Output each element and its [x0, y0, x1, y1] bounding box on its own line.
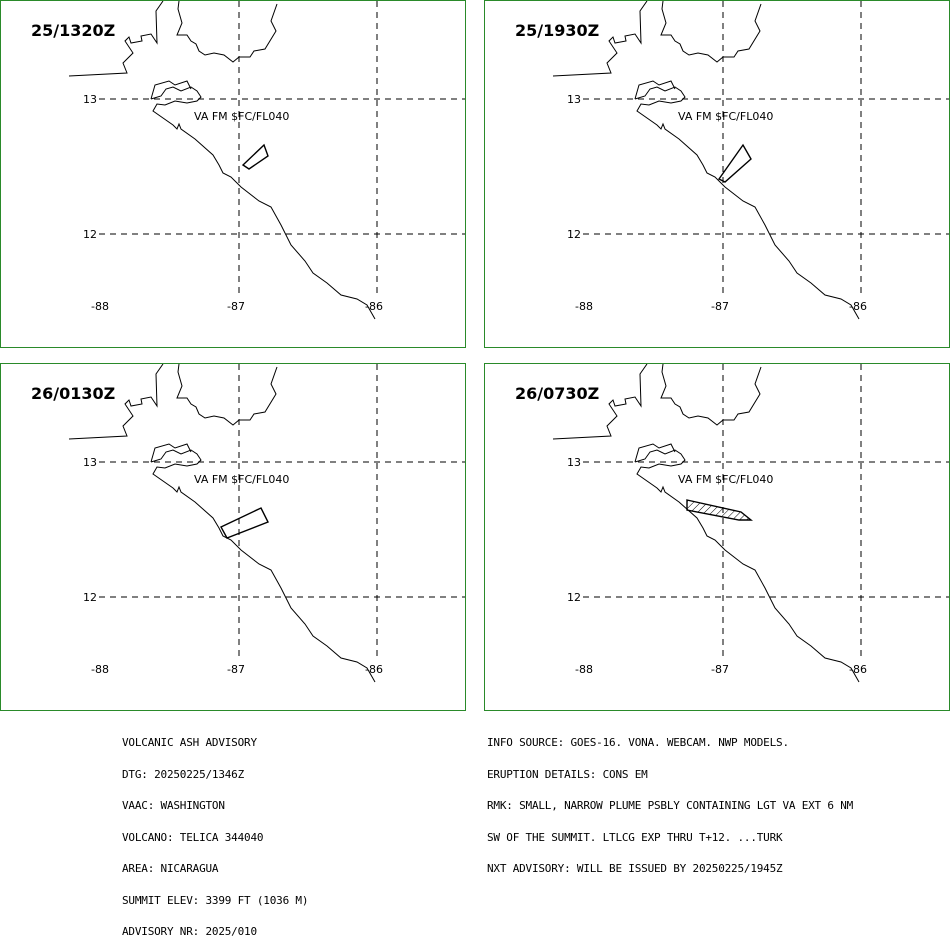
lon-label: -87	[711, 300, 729, 313]
advisory-line: ADVISORY NR: 2025/010	[122, 925, 257, 938]
map-base: 13 12 -88 -87 -86	[552, 364, 949, 683]
lon-label: -88	[575, 663, 593, 676]
lon-label: -87	[227, 300, 245, 313]
lat-label: 12	[567, 591, 581, 604]
advisory-line: ERUPTION DETAILS: CONS EM	[487, 767, 648, 781]
lon-label: -87	[227, 663, 245, 676]
advisory-right: INFO SOURCE: GOES-16. VONA. WEBCAM. NWP …	[487, 717, 853, 885]
coastline	[176, 1, 278, 63]
lat-label: 13	[567, 93, 581, 106]
coastline	[634, 443, 676, 463]
coastline	[150, 86, 376, 320]
coastline	[68, 364, 164, 440]
coastline	[176, 364, 278, 426]
advisory-line: VOLCANO: TELICA 344040	[122, 830, 264, 844]
advisory-line: VOLCANIC ASH ADVISORY	[122, 736, 257, 749]
advisory-line: INFO SOURCE: GOES-16. VONA. WEBCAM. NWP …	[487, 736, 789, 749]
coastline	[552, 364, 648, 440]
lon-label: -88	[575, 300, 593, 313]
map-svg: 26/0730Z 13 12 -88 -87 -86 VA FM $FC/FL040	[515, 364, 949, 683]
map-base: 13 12 -88 -87 -86	[552, 1, 949, 320]
lon-label: -86	[849, 663, 867, 676]
map-base: 13 12 -88 -87 -86	[68, 1, 465, 320]
map-svg: 25/1930Z 13 12 -88 -87 -86 VA FM $FC/FL040	[515, 1, 949, 320]
map-svg: 25/1320Z 13 12 -88 -87 -86 VA FM $FC/FL040	[31, 1, 465, 320]
map-panel-4: 26/0730Z 13 12 -88 -87 -86 VA FM $FC/FL040	[484, 363, 950, 711]
ash-plume	[717, 143, 752, 183]
coastline	[552, 1, 648, 77]
plume-annotation: VA FM $FC/FL040	[194, 473, 289, 486]
advisory-line: NXT ADVISORY: WILL BE ISSUED BY 20250225…	[487, 862, 783, 875]
plume-annotation: VA FM $FC/FL040	[194, 110, 289, 123]
lat-label: 12	[83, 591, 97, 604]
coastline	[634, 80, 676, 100]
coastline	[150, 449, 376, 683]
plume-annotation: VA FM $FC/FL040	[678, 473, 773, 486]
coastline	[660, 1, 762, 63]
advisory-line: DTG: 20250225/1346Z	[122, 767, 245, 781]
lon-label: -88	[91, 663, 109, 676]
map-svg: 26/0130Z 13 12 -88 -87 -86 VA FM $FC/FL040	[31, 364, 465, 683]
coastline	[150, 443, 192, 463]
panel-time: 25/1930Z	[515, 21, 599, 40]
ash-plume	[241, 143, 269, 170]
lat-label: 12	[567, 228, 581, 241]
lat-label: 12	[83, 228, 97, 241]
plume-annotation: VA FM $FC/FL040	[678, 110, 773, 123]
coastline	[68, 1, 164, 77]
coastline	[634, 449, 860, 683]
lat-label: 13	[567, 456, 581, 469]
panel-time: 25/1320Z	[31, 21, 115, 40]
advisory-line: SUMMIT ELEV: 3399 FT (1036 M)	[122, 893, 309, 907]
lon-label: -88	[91, 300, 109, 313]
coastline	[150, 80, 192, 100]
advisory-line: AREA: NICARAGUA	[122, 862, 219, 875]
map-panel-3: 26/0130Z 13 12 -88 -87 -86 VA FM $FC/FL040	[0, 363, 466, 711]
panel-time: 26/0130Z	[31, 384, 115, 403]
lon-label: -86	[849, 300, 867, 313]
coastline	[634, 86, 860, 320]
lat-label: 13	[83, 456, 97, 469]
advisory-line: SW OF THE SUMMIT. LTLCG EXP THRU T+12. .…	[487, 830, 783, 844]
lat-label: 13	[83, 93, 97, 106]
advisory-line: VAAC: WASHINGTON	[122, 799, 225, 812]
coastline	[660, 364, 762, 426]
advisory-line: RMK: SMALL, NARROW PLUME PSBLY CONTAININ…	[487, 799, 854, 812]
ash-plume	[220, 507, 269, 539]
lon-label: -86	[365, 663, 383, 676]
ash-plume	[686, 499, 753, 521]
advisory-left: VOLCANIC ASH ADVISORY DTG: 20250225/1346…	[122, 717, 308, 948]
lon-label: -86	[365, 300, 383, 313]
lon-label: -87	[711, 663, 729, 676]
map-panel-1: 25/1320Z 13 12 -88 -87 -86 VA FM $FC/FL040	[0, 0, 466, 348]
map-base: 13 12 -88 -87 -86	[68, 364, 465, 683]
panel-time: 26/0730Z	[515, 384, 599, 403]
map-panel-2: 25/1930Z 13 12 -88 -87 -86 VA FM $FC/FL040	[484, 0, 950, 348]
